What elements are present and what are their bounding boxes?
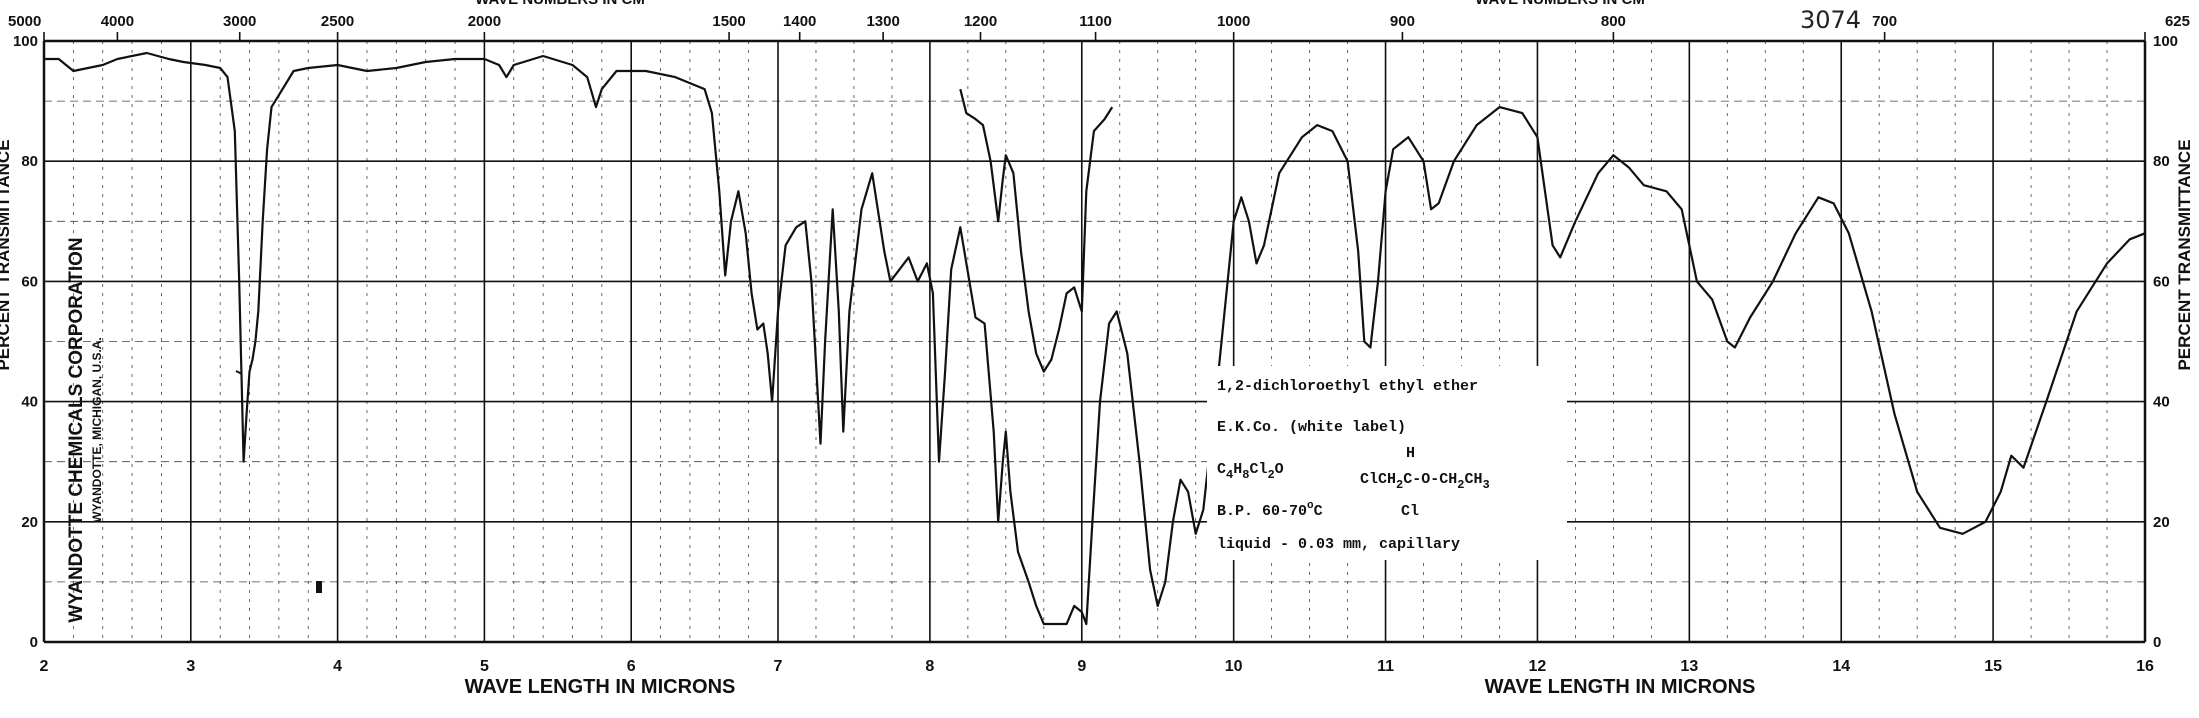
x-tick-label: 9: [1077, 658, 1086, 675]
plot-frame: [42, 39, 2147, 644]
structure-h: H: [1406, 445, 1415, 462]
y-tick-label-right: 20: [2153, 514, 2170, 531]
x-tick-label: 3: [186, 658, 195, 675]
structure-cl: Cl: [1401, 503, 1419, 520]
y-tick-label-right: 40: [2153, 394, 2170, 411]
sample-source: E.K.Co. (white label): [1217, 419, 1406, 436]
x-tick-label: 12: [1529, 658, 1547, 675]
top-tick-label: 800: [1601, 13, 1626, 30]
x-tick-label: 5: [480, 658, 489, 675]
y-tick-label-left: 100: [13, 33, 38, 50]
x-tick-label: 14: [1832, 658, 1850, 675]
x-axis-label: WAVE LENGTH IN MICRONS: [465, 676, 736, 698]
y-axis-label-left: PERCENT TRANSMITTANCE: [0, 139, 13, 370]
sample-name: 1,2-dichloroethyl ethyl ether: [1217, 378, 1478, 395]
y-axis-label-right: PERCENT TRANSMITTANCE: [2175, 139, 2194, 370]
y-axis-left: 0 20 40 60 80 100: [13, 33, 38, 651]
top-tick-label: 1000: [1217, 13, 1250, 30]
x-tick-label: 16: [2136, 658, 2154, 675]
y-tick-label-right: 0: [2153, 634, 2161, 651]
top-tick-label: 700: [1872, 13, 1897, 30]
y-tick-label-left: 0: [30, 634, 38, 651]
top-tick-label: 2500: [321, 13, 354, 30]
spectrum-trace-overlay: [959, 88, 1114, 373]
boiling-point: B.P. 60-70oC: [1217, 500, 1323, 520]
x-tick-label: 7: [774, 658, 783, 675]
spectrum-trace-main: [44, 51, 2146, 626]
sample-conditions: liquid - 0.03 mm, capillary: [1217, 536, 1460, 553]
top-axis-label-left: WAVE NUMBERS IN CM: [475, 0, 645, 8]
top-tick-label: 2000: [468, 13, 501, 30]
x-tick-label: 15: [1984, 658, 2002, 675]
x-axis-label-right: WAVE LENGTH IN MICRONS: [1485, 676, 1756, 698]
y-tick-label-right: 100: [2153, 33, 2178, 50]
top-tick-label: 3000: [223, 13, 256, 30]
top-axis-label-right: WAVE NUMBERS IN CM: [1475, 0, 1645, 8]
y-tick-label-left: 40: [21, 394, 38, 411]
y-tick-label-left: 80: [21, 153, 38, 170]
top-tick-label: 4000: [101, 13, 134, 30]
major-grid: [44, 41, 2145, 642]
top-tick-label: 1300: [866, 13, 899, 30]
x-axis: 2 3 4 5 6 7 8 9 10 11 12 13 14 15 16: [40, 658, 2154, 675]
x-tick-label: 11: [1377, 658, 1394, 675]
catalog-number: 3074: [1800, 6, 1861, 34]
top-tick-label: 5000: [8, 13, 41, 30]
y-tick-label-left: 20: [21, 514, 38, 531]
x-tick-label: 4: [333, 658, 342, 675]
x-tick-label: 8: [925, 658, 934, 675]
x-tick-label: 13: [1680, 658, 1698, 675]
molecular-formula: C4H8Cl2O: [1217, 461, 1284, 482]
top-tick-label: 1500: [712, 13, 745, 30]
top-tick-label: 1100: [1079, 13, 1112, 30]
svg-text:WYANDOTTE, MICHIGAN, U.S.A.: WYANDOTTE, MICHIGAN, U.S.A.: [90, 337, 104, 523]
manufacturer-logo: WYANDOTTE CHEMICALS CORPORATION WYANDOTT…: [66, 237, 104, 622]
minor-grid: [44, 41, 2145, 642]
x-tick-label: 2: [40, 658, 49, 675]
top-tick-label: 900: [1390, 13, 1415, 30]
print-artifact-dash: [235, 370, 243, 375]
top-tick-label: 1400: [783, 13, 816, 30]
top-tick-label: 625: [2165, 13, 2190, 30]
y-tick-label-right: 80: [2153, 153, 2170, 170]
y-tick-label-right: 60: [2153, 273, 2170, 290]
top-tick-label: 1200: [964, 13, 997, 30]
sample-info-box: 1,2-dichloroethyl ethyl ether E.K.Co. (w…: [1207, 366, 1567, 560]
x-tick-label: 6: [627, 658, 636, 675]
svg-text:WYANDOTTE CHEMICALS CORPORATIO: WYANDOTTE CHEMICALS CORPORATION: [66, 237, 87, 622]
y-tick-label-left: 60: [21, 273, 38, 290]
x-tick-label: 10: [1225, 658, 1243, 675]
top-wavenumber-axis: 5000 4000 3000 2500 2000 1500 1400 1300 1200 1100…: [8, 13, 2190, 41]
print-artifact-mark: [316, 581, 322, 593]
structural-formula: ClCH2C-O-CH2CH3: [1360, 471, 1490, 492]
y-axis-right: 0 20 40 60 80 100: [2153, 33, 2178, 651]
